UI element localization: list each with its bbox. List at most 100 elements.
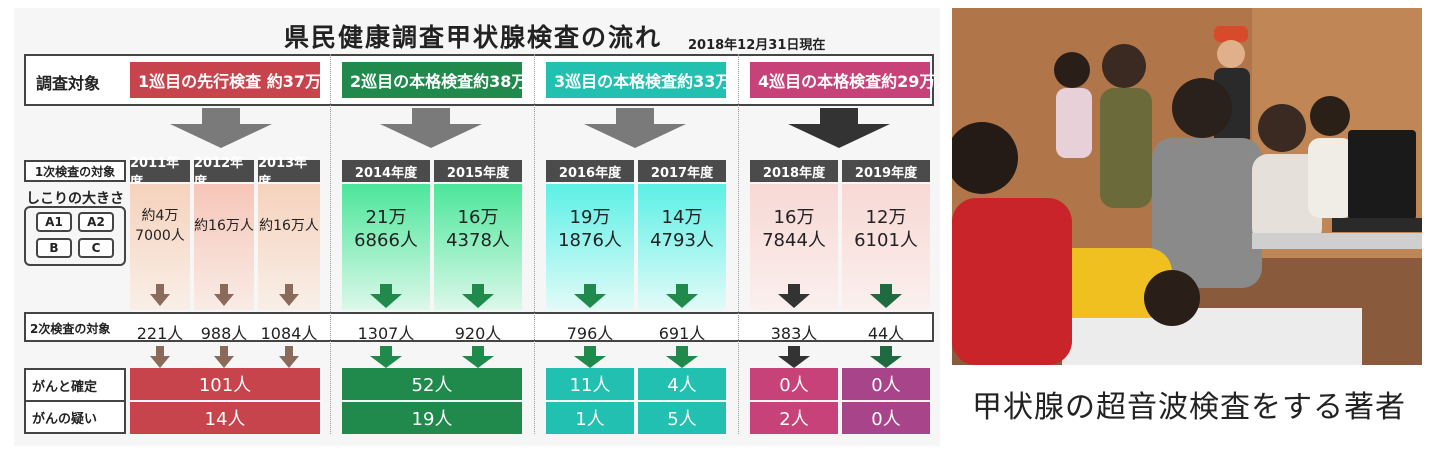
round1-arrow	[170, 108, 272, 148]
photo-mother-body	[1100, 88, 1152, 208]
nodule-size-label: しこりの大きさ	[26, 191, 124, 207]
primary-value-2016: 19万1876人	[558, 207, 622, 251]
year-header-2014: 2014年度	[342, 160, 430, 182]
size-tag-a1: A1	[36, 212, 72, 232]
size-tag-c: C	[78, 238, 114, 258]
size-tag-b: B	[36, 238, 72, 258]
year-header-2019: 2019年度	[842, 160, 930, 182]
secondary-value-2011: 221人	[136, 324, 184, 343]
round3-2016-suspected: 1人	[546, 402, 634, 434]
primary-value-2019: 12万6101人	[854, 207, 918, 251]
ultrasound-exam-photo	[952, 8, 1422, 365]
round1-banner: 1巡目の先行検査 約37万人	[130, 62, 337, 98]
round3-2017-suspected: 5人	[638, 402, 726, 434]
arrow-2019-a	[870, 284, 902, 308]
as-of-date: 2018年12月31日現在	[688, 38, 826, 53]
outcome-divider	[26, 400, 124, 402]
primary-exam-label: 1次検査の対象	[24, 160, 126, 182]
primary-value-2011: 約4万7000人	[135, 208, 185, 244]
photo-doctor-head	[1172, 78, 1232, 138]
photo-red-hat	[1214, 26, 1248, 42]
round4-2018-confirmed: 0人	[750, 368, 838, 400]
chart-title: 県民健康調査甲状腺検査の流れ	[284, 23, 663, 52]
photo-fg-nurse-head	[952, 122, 1018, 194]
primary-value-2012: 約16万人	[194, 218, 254, 234]
year-header-2017: 2017年度	[638, 160, 726, 182]
thyroid-exam-flow-chart: 県民健康調査甲状腺検査の流れ 2018年12月31日現在 調査対象 1巡目の先行…	[14, 8, 951, 446]
photo-fg-nurse-body	[952, 198, 1072, 365]
year-header-2018: 2018年度	[750, 160, 838, 182]
primary-value-2018: 16万7844人	[762, 207, 826, 251]
year-header-2012: 2012年度	[194, 156, 254, 190]
arrow-2018-b	[778, 346, 810, 368]
arrow-2011-b	[150, 346, 170, 368]
arrow-2017-b	[666, 346, 698, 368]
photo-table	[1252, 233, 1422, 249]
round3-2016-confirmed: 11人	[546, 368, 634, 400]
round4-arrow	[788, 108, 890, 148]
photo-nurse2-body	[1308, 138, 1354, 218]
round4-2019-confirmed: 0人	[842, 368, 930, 400]
arrow-2017-a	[666, 284, 698, 308]
arrows-to-secondary	[150, 284, 902, 308]
arrow-2016-b	[574, 346, 606, 368]
target-row-label: 調査対象	[36, 74, 101, 93]
photo-doctor-body	[1152, 138, 1262, 288]
photo-laptop-screen	[1348, 130, 1416, 220]
cancer-suspected-label: がんの疑い	[32, 412, 98, 427]
arrow-2013-b	[279, 346, 299, 368]
photo-child-head	[1054, 52, 1090, 88]
photo-patient-head	[1144, 270, 1200, 326]
round3-banner: 3巡目の本格検査約33万人	[546, 62, 747, 98]
round2-banner: 2巡目の本格検査約38万人	[342, 62, 543, 98]
secondary-value-2015: 920人	[454, 324, 502, 343]
secondary-value-2018: 383人	[770, 324, 818, 343]
arrows-to-outcome	[150, 346, 902, 368]
secondary-value-2013: 1084人	[260, 324, 318, 343]
size-tag-a2: A2	[78, 212, 114, 232]
round-arrows	[170, 108, 890, 148]
round1-confirmed: 101人	[130, 368, 320, 400]
year-header-2016: 2016年度	[546, 160, 634, 182]
arrow-2011-a	[150, 284, 170, 306]
round4-2018-suspected: 2人	[750, 402, 838, 434]
arrow-2014-a	[370, 284, 402, 308]
photo-nurse1-body	[1252, 154, 1322, 244]
arrow-2012-a	[214, 284, 234, 306]
arrow-2015-a	[462, 284, 494, 308]
round2-confirmed: 52人	[342, 368, 522, 400]
year-header-2013: 2013年度	[258, 156, 320, 190]
primary-value-2015: 16万4378人	[446, 207, 510, 251]
photo-child-body	[1056, 88, 1092, 158]
arrow-2019-b	[870, 346, 902, 368]
arrow-2013-a	[279, 284, 299, 306]
primary-value-2017: 14万4793人	[650, 207, 714, 251]
arrow-2012-b	[214, 346, 234, 368]
photo-mother-head	[1102, 44, 1146, 88]
separator-1	[330, 54, 331, 434]
separator-3	[738, 54, 739, 434]
secondary-value-2019: 44人	[867, 324, 905, 343]
round3-2017-confirmed: 4人	[638, 368, 726, 400]
cancer-confirmed-label: がんと確定	[32, 380, 98, 395]
photo-caption: 甲状腺の超音波検査をする著者	[972, 390, 1406, 425]
photo-nurse2-head	[1310, 96, 1350, 136]
round2-arrow	[380, 108, 482, 148]
secondary-row-frame	[24, 312, 934, 342]
round3-arrow	[584, 108, 686, 148]
arrow-2018-a	[778, 284, 810, 308]
arrow-2015-b	[462, 346, 494, 368]
year-header-2011: 2011年度	[130, 156, 190, 190]
secondary-exam-label: 2次検査の対象	[30, 322, 111, 336]
photo-nurse1-head	[1258, 104, 1306, 152]
round4-banner: 4巡目の本格検査約29万人	[750, 62, 951, 98]
primary-value-2013: 約16万人	[259, 218, 319, 234]
round1-suspected: 14人	[130, 402, 320, 434]
secondary-value-2014: 1307人	[357, 324, 415, 343]
photo-woman-head	[1217, 40, 1245, 68]
year-header-2015: 2015年度	[434, 160, 522, 182]
secondary-value-2012: 988人	[200, 324, 248, 343]
secondary-value-2016: 796人	[566, 324, 614, 343]
round2-suspected: 19人	[342, 402, 522, 434]
round4-2019-suspected: 0人	[842, 402, 930, 434]
